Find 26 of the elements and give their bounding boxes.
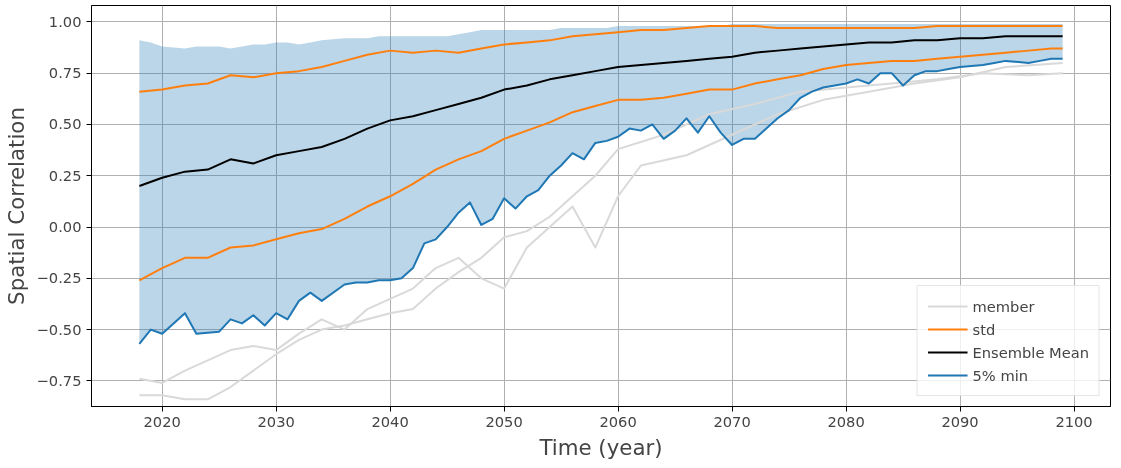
x-tick-label: 2100	[1055, 412, 1093, 430]
y-axis-title: Spatial Correlation	[3, 107, 29, 305]
x-tick-label: 2090	[941, 412, 979, 430]
y-tick-label: −0.50	[36, 320, 82, 338]
x-tick-label: 2040	[371, 412, 409, 430]
line-series	[138, 35, 1064, 187]
x-tick-label: 2070	[713, 412, 751, 430]
legend-label: member	[972, 297, 1035, 315]
y-tick-label: 0.75	[48, 64, 82, 82]
x-tick-label: 2030	[257, 412, 295, 430]
legend-label: 5% min	[972, 366, 1029, 384]
legend-label: std	[972, 320, 996, 338]
x-tick-label: 2080	[827, 412, 865, 430]
x-tick-label: 2020	[143, 412, 181, 430]
line-series	[138, 47, 1064, 282]
x-tick-label: 2060	[599, 412, 637, 430]
x-tick-label: 2050	[485, 412, 523, 430]
legend-label: Ensemble Mean	[972, 343, 1089, 361]
line-series	[138, 25, 1064, 93]
y-tick-label: 0.00	[48, 218, 82, 236]
y-tick-label: 1.00	[48, 12, 82, 30]
y-tick-label: −0.75	[36, 371, 82, 389]
y-tick-label: −0.25	[36, 269, 82, 287]
y-tick-label: 0.25	[48, 166, 82, 184]
y-tick-label: 0.50	[48, 115, 82, 133]
x-axis-title: Time (year)	[538, 434, 663, 460]
